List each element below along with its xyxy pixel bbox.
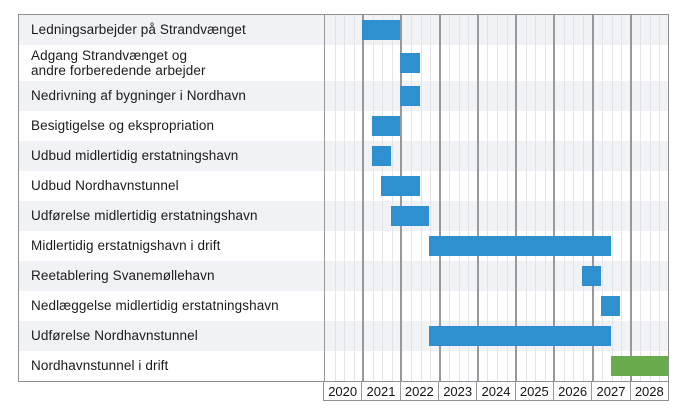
task-label-cell: Reetablering Svanemøllehavn bbox=[19, 261, 324, 291]
task-timeline-cell bbox=[324, 261, 668, 291]
task-label-cell: Nedlæggelse midlertidig erstatningshavn bbox=[19, 291, 324, 321]
task-timeline-cell bbox=[324, 201, 668, 231]
task-label: Ledningsarbejder på Strandvænget bbox=[31, 22, 246, 38]
task-row: Udførelse midlertidig erstatningshavn bbox=[19, 201, 668, 231]
task-label-cell: Midlertidig erstatnigshavn i drift bbox=[19, 231, 324, 261]
task-label-cell: Udførelse midlertidig erstatningshavn bbox=[19, 201, 324, 231]
task-bar bbox=[362, 20, 401, 40]
task-bar bbox=[582, 266, 602, 286]
task-bar bbox=[371, 146, 391, 166]
task-row: Nordhavnstunnel i drift bbox=[19, 351, 668, 381]
x-axis-years: 2020 2021 2022 2023 2024 2025 2026 2027 2028 bbox=[323, 381, 669, 401]
task-timeline-cell bbox=[324, 171, 668, 201]
axis-year-label: 2025 bbox=[514, 382, 553, 400]
task-label: Nedrivning af bygninger i Nordhavn bbox=[31, 88, 247, 104]
task-row: Udbud Nordhavnstunnel bbox=[19, 171, 668, 201]
task-label: Udførelse midlertidig erstatningshavn bbox=[31, 208, 258, 224]
gantt-table: Ledningsarbejder på Strandvænget Adgang S… bbox=[18, 14, 669, 382]
task-bar bbox=[601, 296, 621, 316]
axis-year-label: 2024 bbox=[476, 382, 514, 400]
task-label-cell: Udbud Nordhavnstunnel bbox=[19, 171, 324, 201]
axis-year-label: 2028 bbox=[629, 382, 668, 400]
task-label: Besigtigelse og ekspropriation bbox=[31, 118, 215, 134]
axis-year-label: 2022 bbox=[399, 382, 438, 400]
task-row: Ledningsarbejder på Strandvænget bbox=[19, 15, 668, 45]
task-timeline-cell bbox=[324, 111, 668, 141]
axis-year-label: 2026 bbox=[552, 382, 591, 400]
task-bar bbox=[381, 176, 420, 196]
task-timeline-cell bbox=[324, 45, 668, 81]
task-row: Midlertidig erstatnigshavn i drift bbox=[19, 231, 668, 261]
task-row: Reetablering Svanemøllehavn bbox=[19, 261, 668, 291]
task-label: Nedlæggelse midlertidig erstatningshavn bbox=[31, 298, 279, 314]
task-label-cell: Ledningsarbejder på Strandvænget bbox=[19, 15, 324, 45]
task-label-cell: Nordhavnstunnel i drift bbox=[19, 351, 324, 381]
task-bar bbox=[400, 53, 420, 73]
task-timeline-cell bbox=[324, 291, 668, 321]
task-bar bbox=[429, 326, 611, 346]
task-row: Nedrivning af bygninger i Nordhavn bbox=[19, 81, 668, 111]
task-label-cell: Besigtigelse og ekspropriation bbox=[19, 111, 324, 141]
task-timeline-cell bbox=[324, 81, 668, 111]
axis-year-label: 2020 bbox=[328, 383, 358, 399]
task-timeline-cell bbox=[324, 15, 668, 45]
task-label: Reetablering Svanemøllehavn bbox=[31, 268, 215, 284]
task-label: Midlertidig erstatnigshavn i drift bbox=[31, 238, 221, 254]
task-row: Besigtigelse og ekspropriation bbox=[19, 111, 668, 141]
axis-year-label: 2023 bbox=[437, 382, 476, 400]
task-label: Udbud midlertidig erstatningshavn bbox=[31, 148, 239, 164]
task-bar bbox=[390, 206, 430, 226]
task-row: Udbud midlertidig erstatningshavn bbox=[19, 141, 668, 171]
task-bar bbox=[610, 356, 668, 376]
task-row: Nedlæggelse midlertidig erstatningshavn bbox=[19, 291, 668, 321]
axis-year-label: 2027 bbox=[591, 382, 629, 400]
task-bar bbox=[400, 86, 420, 106]
task-label: Adgang Strandvænget og andre forberedend… bbox=[31, 47, 206, 78]
task-label: Nordhavnstunnel i drift bbox=[31, 358, 169, 374]
task-bar bbox=[371, 116, 401, 136]
task-label: Udførelse Nordhavnstunnel bbox=[31, 328, 198, 344]
task-row: Udførelse Nordhavnstunnel bbox=[19, 321, 668, 351]
task-label-cell: Adgang Strandvænget og andre forberedend… bbox=[19, 45, 324, 81]
task-label-cell: Udførelse Nordhavnstunnel bbox=[19, 321, 324, 351]
axis-year-label: 2021 bbox=[361, 382, 399, 400]
task-label-cell: Nedrivning af bygninger i Nordhavn bbox=[19, 81, 324, 111]
task-row: Adgang Strandvænget og andre forberedend… bbox=[19, 45, 668, 81]
task-label: Udbud Nordhavnstunnel bbox=[31, 178, 179, 194]
task-label-cell: Udbud midlertidig erstatningshavn bbox=[19, 141, 324, 171]
task-bar bbox=[429, 236, 611, 256]
task-timeline-cell bbox=[324, 141, 668, 171]
task-timeline-cell bbox=[324, 321, 668, 351]
task-timeline-cell bbox=[324, 351, 668, 381]
task-timeline-cell bbox=[324, 231, 668, 261]
